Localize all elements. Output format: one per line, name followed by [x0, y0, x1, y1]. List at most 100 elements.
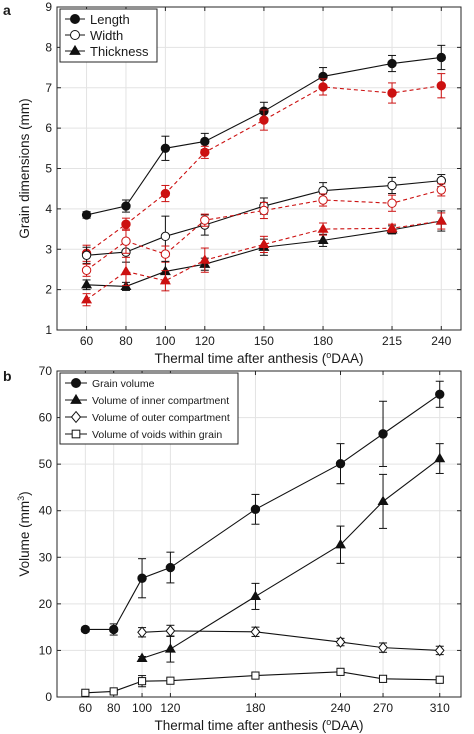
- y-tick-label: 9: [45, 0, 52, 14]
- data-point: [200, 136, 210, 147]
- data-point: [200, 147, 210, 158]
- data-point: [137, 626, 147, 639]
- data-point: [137, 677, 147, 686]
- series-line: [85, 671, 440, 694]
- data-point: [378, 641, 388, 654]
- data-point: [387, 88, 397, 98]
- axes-frame: [56, 370, 462, 698]
- data-point: [259, 115, 269, 125]
- y-tick-label: 1: [45, 323, 52, 337]
- data-point: [250, 504, 261, 515]
- x-tick-label: 80: [107, 701, 121, 715]
- data-point: [81, 278, 93, 289]
- y-tick-label: 8: [45, 40, 52, 54]
- data-point: [317, 234, 329, 245]
- data-point: [81, 265, 92, 275]
- x-axis-title: Thermal time after anthesis (oDAA): [154, 717, 363, 733]
- data-point: [120, 265, 132, 276]
- y-tick-label: 60: [39, 411, 53, 425]
- legend-label: Length: [90, 12, 130, 27]
- data-point: [435, 675, 444, 684]
- chart-panel-b: 0 10 20 30 40 50 60 70 60 80 100 120 180 240 270 310 The…: [16, 364, 462, 733]
- x-tick-label: 240: [330, 701, 350, 715]
- data-point: [387, 198, 397, 208]
- series-0: [80, 380, 445, 636]
- legend-label: Thickness: [90, 44, 149, 59]
- series-5: [81, 212, 447, 307]
- series-line: [86, 56, 442, 216]
- data-point: [251, 671, 260, 680]
- x-tick-label: 310: [430, 701, 450, 715]
- legend: Grain volume Volume of inner compartment V…: [59, 372, 239, 445]
- series-line: [86, 220, 442, 301]
- y-tick-label: 6: [45, 121, 52, 135]
- data-point: [137, 573, 147, 583]
- x-tick-label: 180: [313, 334, 333, 348]
- legend-box: [59, 372, 239, 445]
- series-2: [137, 624, 445, 657]
- data-point: [387, 58, 397, 69]
- x-tick-label: 100: [132, 701, 152, 715]
- y-tick-label: 20: [39, 597, 53, 611]
- x-tick-label: 120: [195, 334, 215, 348]
- x-axis-title: Thermal time after anthesis (oDAA): [154, 350, 363, 366]
- data-point: [121, 236, 131, 246]
- series-line: [142, 630, 440, 651]
- data-point: [160, 249, 171, 259]
- y-tick-label: 40: [39, 504, 53, 518]
- x-tick-label: 80: [119, 334, 133, 348]
- data-point: [200, 215, 210, 225]
- data-point: [318, 82, 328, 92]
- legend-label: Width: [90, 28, 123, 43]
- data-point: [160, 143, 171, 154]
- data-point: [165, 562, 176, 573]
- panel-b-letter: b: [3, 368, 12, 384]
- data-point: [436, 52, 446, 63]
- series-line: [141, 458, 441, 659]
- data-point: [434, 452, 446, 463]
- series-line: [86, 220, 442, 287]
- data-point: [81, 293, 93, 304]
- data-point: [386, 222, 398, 232]
- data-point: [81, 688, 90, 697]
- data-point: [121, 201, 131, 211]
- data-point: [164, 643, 176, 653]
- data-point: [434, 644, 445, 657]
- legend-marker: [70, 30, 80, 40]
- data-point: [159, 274, 171, 285]
- series-line: [86, 85, 442, 254]
- x-tick-label: 120: [160, 701, 180, 715]
- y-tick-label: 10: [39, 643, 53, 657]
- series-line: [86, 180, 442, 256]
- data-point: [160, 231, 171, 242]
- data-point: [335, 538, 346, 549]
- y-tick-label: 5: [45, 162, 52, 176]
- legend-label: Volume of voids within grain: [92, 429, 222, 441]
- y-axis-title: Volume (mm3): [16, 491, 32, 576]
- data-point: [258, 238, 270, 249]
- x-tick-label: 60: [79, 701, 93, 715]
- data-point: [378, 674, 388, 683]
- data-point: [436, 185, 446, 195]
- x-tick-label: 215: [382, 334, 402, 348]
- y-tick-label: 0: [45, 690, 52, 704]
- series-1: [81, 73, 446, 262]
- y-tick-label: 7: [45, 81, 52, 95]
- data-point: [249, 590, 261, 601]
- y-tick-label: 30: [39, 550, 53, 564]
- data-point: [436, 81, 446, 91]
- data-point: [121, 219, 131, 229]
- data-point: [109, 687, 118, 696]
- x-tick-label: 180: [245, 701, 265, 715]
- data-point: [317, 223, 329, 233]
- legend-marker: [71, 378, 81, 388]
- series-3: [81, 667, 444, 697]
- legend-label: Volume of inner compartment: [92, 395, 229, 407]
- legend-marker: [69, 44, 81, 55]
- y-tick-label: 4: [45, 202, 52, 216]
- data-point: [166, 676, 175, 685]
- data-point: [318, 195, 328, 205]
- y-tick-label: 3: [45, 242, 52, 256]
